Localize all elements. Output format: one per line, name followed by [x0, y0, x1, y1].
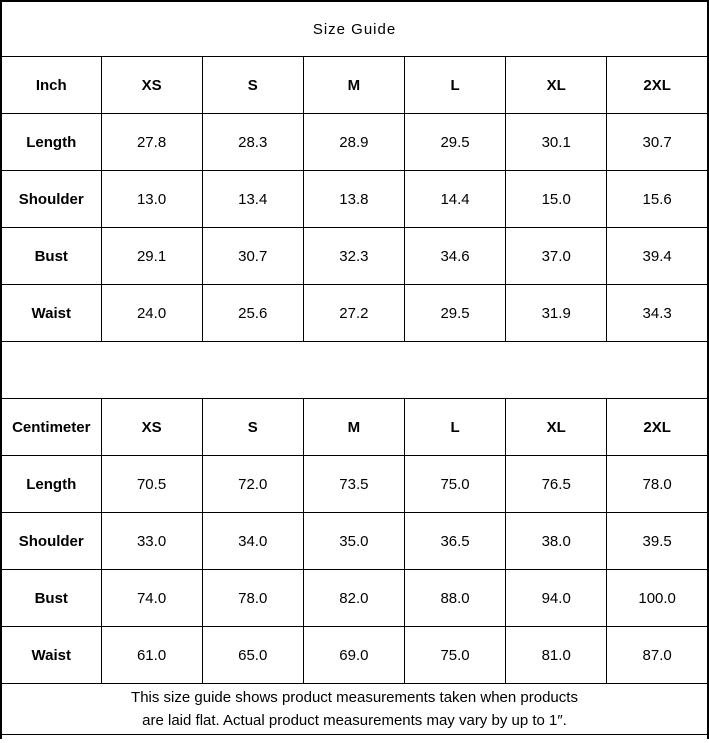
measure-value: 72.0 — [201, 455, 304, 513]
inch-bust-row: Bust 29.1 30.7 32.3 34.6 37.0 39.4 — [0, 227, 709, 285]
inch-waist-row: Waist 24.0 25.6 27.2 29.5 31.9 34.3 — [0, 284, 709, 342]
measure-value: 15.0 — [505, 170, 608, 228]
size-header-l: L — [403, 398, 507, 456]
measure-label: Shoulder — [0, 512, 102, 570]
cm-shoulder-row: Shoulder 33.0 34.0 35.0 36.5 38.0 39.5 — [0, 512, 709, 570]
measure-value: 30.1 — [505, 113, 608, 171]
size-header-2xl: 2XL — [606, 56, 709, 114]
measure-label: Shoulder — [0, 170, 102, 228]
size-header-s: S — [201, 398, 304, 456]
measure-label: Waist — [0, 284, 102, 342]
footnote-line-2: are laid flat. Actual product measuremen… — [142, 712, 567, 729]
measure-value: 30.7 — [201, 227, 304, 285]
inch-length-row: Length 27.8 28.3 28.9 29.5 30.1 30.7 — [0, 113, 709, 171]
measure-value: 15.6 — [606, 170, 709, 228]
size-header-m: M — [302, 56, 405, 114]
measure-value: 28.9 — [302, 113, 405, 171]
measure-value: 30.7 — [606, 113, 709, 171]
measure-value: 65.0 — [201, 626, 304, 684]
measure-label: Bust — [0, 569, 102, 627]
title-row: Size Guide — [0, 0, 709, 57]
footnote: This size guide shows product measuremen… — [0, 683, 709, 735]
cm-header-row: Centimeter XS S M L XL 2XL — [0, 398, 709, 456]
size-header-l: L — [403, 56, 507, 114]
size-header-2xl: 2XL — [606, 398, 709, 456]
measure-value: 25.6 — [201, 284, 304, 342]
bottom-spacer-row — [0, 734, 709, 739]
measure-value: 36.5 — [403, 512, 507, 570]
footnote-row: This size guide shows product measuremen… — [0, 683, 709, 735]
measure-value: 70.5 — [100, 455, 203, 513]
measure-value: 82.0 — [302, 569, 405, 627]
measure-value: 31.9 — [505, 284, 608, 342]
measure-value: 78.0 — [201, 569, 304, 627]
measure-value: 29.1 — [100, 227, 203, 285]
cm-waist-row: Waist 61.0 65.0 69.0 75.0 81.0 87.0 — [0, 626, 709, 684]
measure-value: 74.0 — [100, 569, 203, 627]
measure-value: 94.0 — [505, 569, 608, 627]
measure-value: 29.5 — [403, 113, 507, 171]
inch-header-row: Inch XS S M L XL 2XL — [0, 56, 709, 114]
measure-label: Length — [0, 455, 102, 513]
measure-value: 27.8 — [100, 113, 203, 171]
page-title: Size Guide — [0, 0, 709, 57]
inch-shoulder-row: Shoulder 13.0 13.4 13.8 14.4 15.0 15.6 — [0, 170, 709, 228]
measure-value: 13.0 — [100, 170, 203, 228]
measure-value: 34.0 — [201, 512, 304, 570]
measure-value: 61.0 — [100, 626, 203, 684]
measure-value: 100.0 — [606, 569, 709, 627]
spacer-row — [0, 341, 709, 399]
measure-value: 73.5 — [302, 455, 405, 513]
unit-header-centimeter: Centimeter — [0, 398, 102, 456]
measure-value: 39.5 — [606, 512, 709, 570]
size-header-m: M — [302, 398, 405, 456]
measure-value: 75.0 — [403, 455, 507, 513]
footnote-line-1: This size guide shows product measuremen… — [131, 688, 578, 706]
measure-value: 35.0 — [302, 512, 405, 570]
cm-length-row: Length 70.5 72.0 73.5 75.0 76.5 78.0 — [0, 455, 709, 513]
measure-label: Waist — [0, 626, 102, 684]
measure-value: 87.0 — [606, 626, 709, 684]
measure-value: 28.3 — [201, 113, 304, 171]
unit-header-inch: Inch — [0, 56, 102, 114]
size-header-xs: XS — [100, 398, 203, 456]
measure-value: 88.0 — [403, 569, 507, 627]
size-header-s: S — [201, 56, 304, 114]
measure-value: 69.0 — [302, 626, 405, 684]
measure-value: 14.4 — [403, 170, 507, 228]
bottom-spacer-cell — [0, 734, 709, 739]
measure-value: 78.0 — [606, 455, 709, 513]
measure-value: 29.5 — [403, 284, 507, 342]
measure-value: 37.0 — [505, 227, 608, 285]
measure-label: Bust — [0, 227, 102, 285]
measure-value: 39.4 — [606, 227, 709, 285]
measure-value: 76.5 — [505, 455, 608, 513]
measure-value: 75.0 — [403, 626, 507, 684]
measure-value: 81.0 — [505, 626, 608, 684]
measure-value: 32.3 — [302, 227, 405, 285]
measure-value: 33.0 — [100, 512, 203, 570]
measure-label: Length — [0, 113, 102, 171]
size-header-xl: XL — [505, 398, 608, 456]
size-header-xs: XS — [100, 56, 203, 114]
measure-value: 34.6 — [403, 227, 507, 285]
measure-value: 38.0 — [505, 512, 608, 570]
size-header-xl: XL — [505, 56, 608, 114]
spacer-cell — [0, 341, 709, 399]
measure-value: 13.8 — [302, 170, 405, 228]
measure-value: 24.0 — [100, 284, 203, 342]
measure-value: 27.2 — [302, 284, 405, 342]
measure-value: 34.3 — [606, 284, 709, 342]
cm-bust-row: Bust 74.0 78.0 82.0 88.0 94.0 100.0 — [0, 569, 709, 627]
measure-value: 13.4 — [201, 170, 304, 228]
